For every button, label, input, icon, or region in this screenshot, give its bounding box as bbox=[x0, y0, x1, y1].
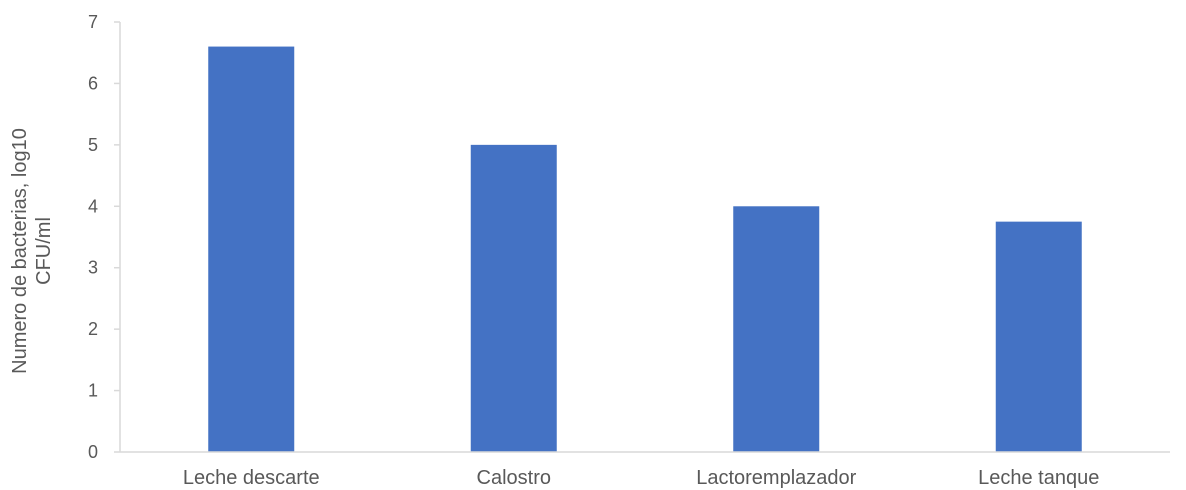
bar bbox=[208, 46, 295, 452]
x-category-label: Leche tanque bbox=[978, 467, 1099, 489]
y-tick-label: 6 bbox=[88, 73, 98, 93]
y-tick-label: 4 bbox=[88, 196, 98, 216]
x-category-label: Lactoremplazador bbox=[696, 467, 856, 489]
y-axis-ticks: 0 1 2 3 4 5 6 7 bbox=[88, 12, 120, 462]
y-tick-label: 2 bbox=[88, 319, 98, 339]
y-tick-label: 7 bbox=[88, 12, 98, 32]
x-category-label: Leche descarte bbox=[183, 467, 320, 489]
bars bbox=[208, 46, 1082, 452]
bar bbox=[733, 206, 820, 452]
x-category-label: Calostro bbox=[477, 467, 551, 489]
bar bbox=[995, 221, 1082, 452]
y-tick-label: 1 bbox=[88, 381, 98, 401]
y-axis-title-line-1: Numero de bacterias, log10 bbox=[9, 128, 31, 374]
y-tick-label: 0 bbox=[88, 442, 98, 462]
x-axis-labels: Leche descarte Calostro Lactoremplazador Le… bbox=[183, 467, 1100, 489]
y-tick-label: 5 bbox=[88, 135, 98, 155]
bar bbox=[470, 144, 557, 452]
y-tick-label: 3 bbox=[88, 258, 98, 278]
y-axis-title-line-2: CFU/ml bbox=[33, 217, 55, 285]
y-axis-title: Numero de bacterias, log10 CFU/ml bbox=[9, 128, 55, 374]
